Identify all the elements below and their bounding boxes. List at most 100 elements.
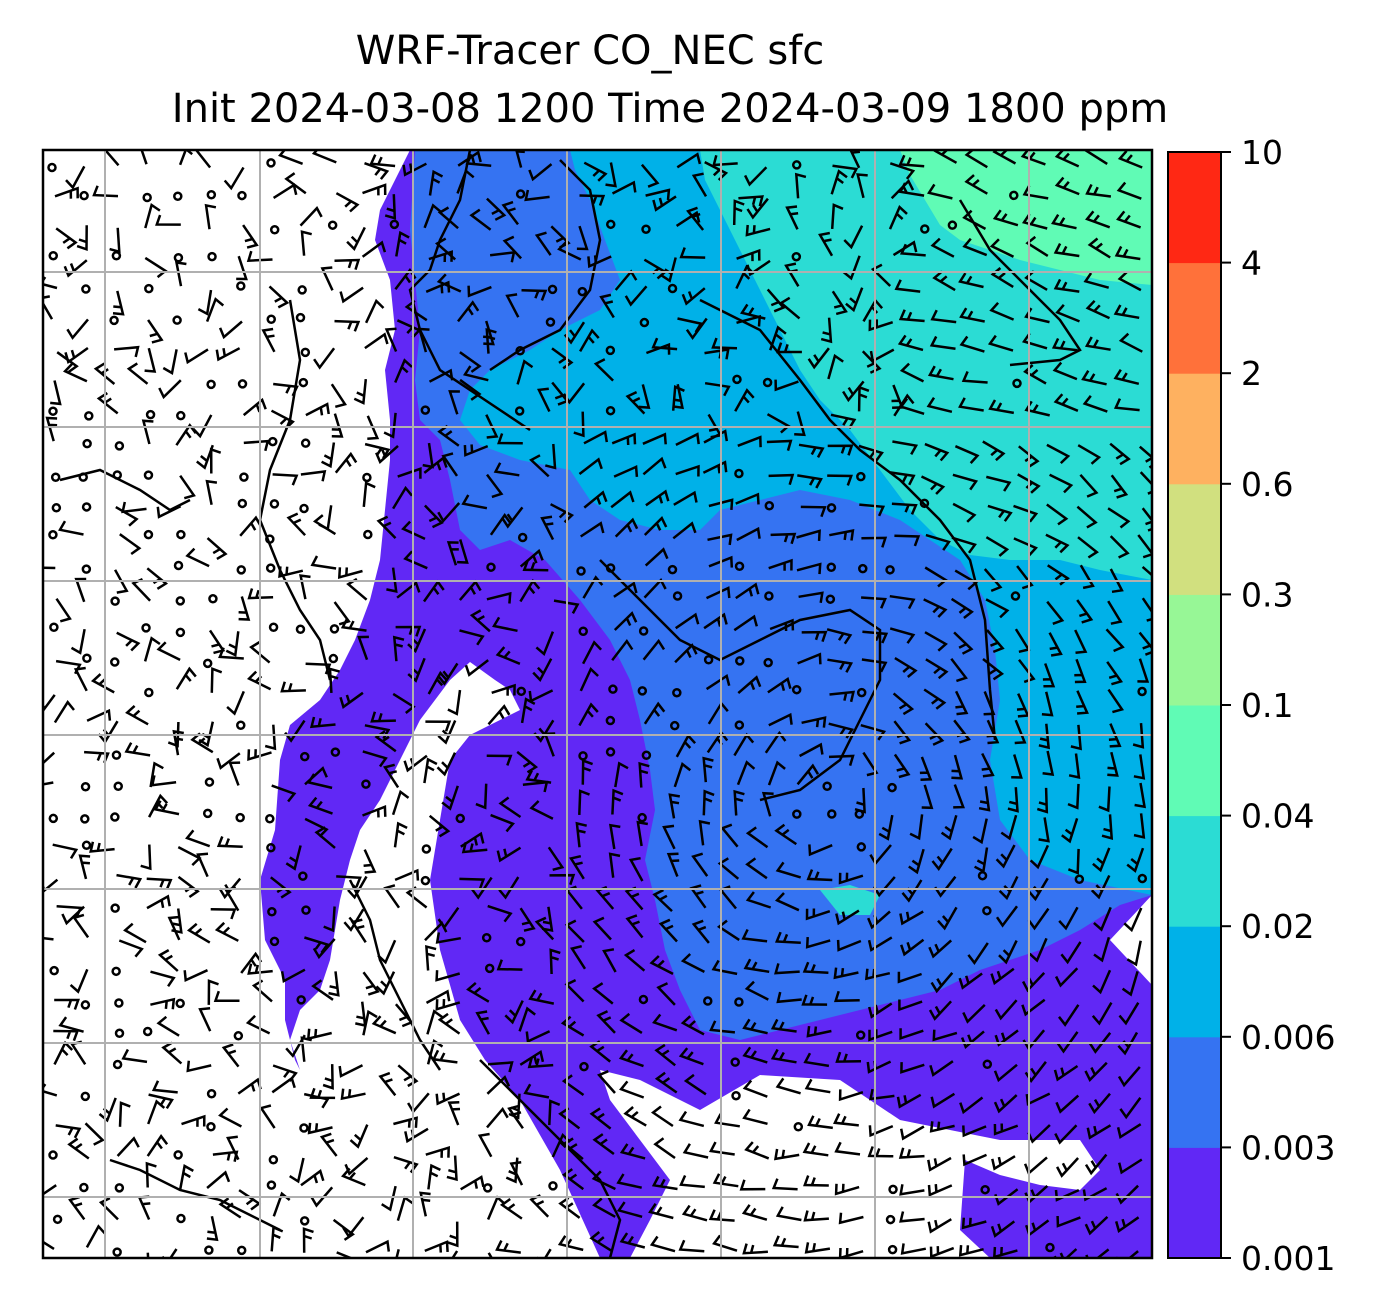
wind-barb	[1117, 150, 1143, 169]
wind-barb	[619, 1232, 646, 1249]
wind-barb	[832, 164, 859, 179]
calm-wind-marker	[111, 966, 121, 977]
wind-barb	[680, 953, 705, 974]
wind-barb	[775, 861, 802, 879]
calm-wind-marker	[233, 1031, 244, 1041]
wind-barb	[485, 414, 499, 439]
calm-wind-marker	[48, 406, 58, 416]
wind-barb	[972, 818, 988, 845]
wind-barb	[499, 1197, 523, 1220]
wind-barb	[742, 1018, 768, 1035]
wind-barb	[862, 630, 889, 644]
wind-barb	[151, 1080, 178, 1094]
wind-barb	[768, 712, 793, 727]
wind-barb	[644, 547, 669, 567]
wind-barb	[465, 153, 492, 168]
wind-barb	[172, 729, 184, 756]
wind-barb	[561, 1074, 585, 1097]
wind-barb	[63, 259, 88, 278]
wind-barb	[43, 566, 56, 570]
calm-wind-marker	[175, 998, 185, 1009]
wind-barb	[424, 1240, 449, 1253]
wind-barb	[673, 490, 698, 506]
wind-barb	[423, 757, 438, 784]
wind-barb	[589, 1107, 612, 1130]
calm-wind-marker	[827, 809, 837, 819]
wind-barb	[1045, 533, 1070, 554]
wind-barb	[487, 904, 513, 923]
calm-wind-marker	[855, 1030, 866, 1040]
wind-barb	[144, 202, 161, 229]
wind-barb	[743, 958, 770, 974]
wind-barb	[742, 1046, 768, 1064]
colorbar-tick-label: 0.1	[1241, 686, 1293, 725]
wind-barb	[1118, 332, 1143, 353]
calm-wind-marker	[703, 996, 713, 1006]
wind-barb	[333, 601, 351, 626]
wind-barb	[426, 1038, 444, 1065]
wind-barb	[522, 559, 549, 572]
wind-barb	[900, 938, 925, 957]
calm-wind-marker	[112, 1059, 123, 1070]
wind-barb	[987, 334, 1014, 352]
wind-barb	[1053, 393, 1079, 412]
wind-barb	[247, 749, 272, 762]
wind-barb	[711, 959, 738, 976]
calm-wind-marker	[145, 409, 156, 420]
calm-wind-marker	[143, 470, 154, 480]
wind-barb	[1076, 690, 1089, 715]
wind-barb	[280, 681, 306, 693]
wind-barb	[1038, 817, 1050, 843]
wind-barb	[218, 1197, 242, 1219]
wind-barb	[126, 362, 149, 385]
colorbar-tick-label: 0.6	[1241, 465, 1293, 504]
wind-barb	[178, 150, 193, 166]
wind-barb	[776, 342, 802, 354]
wind-barb	[1114, 245, 1141, 261]
calm-wind-marker	[734, 997, 744, 1007]
wind-barb	[374, 730, 397, 753]
wind-barb	[992, 209, 1019, 227]
wind-barb	[1021, 213, 1048, 230]
wind-barb	[498, 876, 520, 900]
wind-barb	[150, 997, 176, 1010]
wind-barb	[953, 784, 965, 809]
wind-barb	[196, 852, 209, 878]
calm-wind-marker	[295, 312, 306, 323]
wind-barb	[109, 227, 121, 254]
wind-barb	[1082, 395, 1108, 413]
wind-barb	[925, 533, 951, 551]
wind-barb	[838, 1247, 864, 1258]
wind-barb	[1137, 658, 1150, 683]
wind-barb	[435, 970, 461, 982]
wind-barb	[988, 399, 1015, 415]
wind-barb	[525, 1030, 551, 1044]
wind-barb	[770, 532, 797, 545]
wind-barb	[836, 939, 862, 952]
wind-barb	[534, 231, 552, 256]
calm-wind-marker	[144, 283, 154, 294]
wind-barb	[962, 209, 987, 231]
wind-barb	[985, 475, 1012, 492]
wind-barb	[593, 358, 614, 382]
wind-barb	[1076, 505, 1098, 529]
wind-barb	[396, 580, 421, 599]
wind-barb	[66, 318, 89, 340]
wind-barb	[985, 598, 1010, 619]
wind-barb	[437, 662, 459, 686]
wind-barb	[818, 231, 834, 257]
wind-barb	[58, 520, 84, 536]
wind-barb	[558, 1107, 581, 1130]
calm-wind-marker	[389, 219, 400, 230]
wind-barb	[676, 152, 702, 169]
wind-barb	[950, 597, 974, 619]
wind-barb	[125, 704, 149, 726]
wind-barb	[55, 227, 78, 250]
wind-barb	[486, 473, 504, 499]
wind-barb	[116, 1136, 140, 1157]
calm-wind-marker	[762, 377, 773, 388]
wind-barb	[741, 1204, 768, 1221]
wind-barb	[623, 949, 646, 972]
wind-barb	[1113, 304, 1140, 320]
wind-barb	[991, 1155, 1016, 1171]
